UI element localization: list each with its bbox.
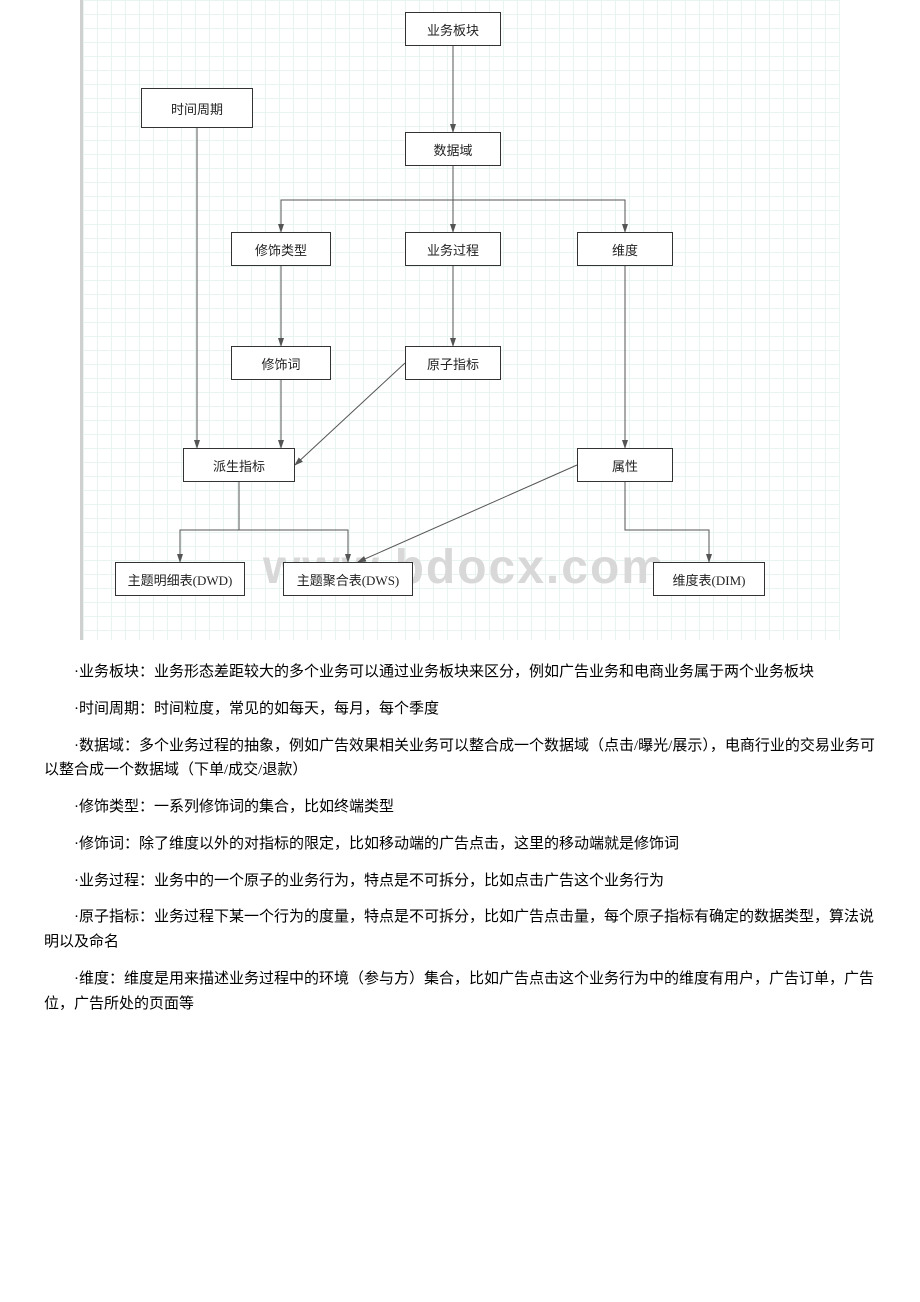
node-biz_process: 业务过程: [405, 232, 501, 266]
definition-item: ·原子指标：业务过程下某一个行为的度量，特点是不可拆分，比如广告点击量，每个原子…: [44, 905, 884, 955]
node-dws: 主题聚合表(DWS): [283, 562, 413, 596]
definition-item: ·维度：维度是用来描述业务过程中的环境（参与方）集合，比如广告点击这个业务行为中…: [44, 967, 884, 1017]
node-modifier: 修饰词: [231, 346, 331, 380]
node-dwd: 主题明细表(DWD): [115, 562, 245, 596]
definition-item: ·业务过程：业务中的一个原子的业务行为，特点是不可拆分，比如点击广告这个业务行为: [44, 869, 884, 894]
node-data_domain: 数据域: [405, 132, 501, 166]
node-dim: 维度表(DIM): [653, 562, 765, 596]
node-atomic: 原子指标: [405, 346, 501, 380]
node-biz_block: 业务板块: [405, 12, 501, 46]
definitions-section: ·业务板块：业务形态差距较大的多个业务可以通过业务板块来区分，例如广告业务和电商…: [20, 660, 900, 1016]
definition-item: ·数据域：多个业务过程的抽象，例如广告效果相关业务可以整合成一个数据域（点击/曝…: [44, 734, 884, 784]
node-time_period: 时间周期: [141, 88, 253, 128]
node-derived: 派生指标: [183, 448, 295, 482]
node-mod_type: 修饰类型: [231, 232, 331, 266]
definition-item: ·修饰类型：一系列修饰词的集合，比如终端类型: [44, 795, 884, 820]
definition-item: ·修饰词：除了维度以外的对指标的限定，比如移动端的广告点击，这里的移动端就是修饰…: [44, 832, 884, 857]
definition-item: ·时间周期：时间粒度，常见的如每天，每月，每个季度: [44, 697, 884, 722]
flowchart-diagram: www.bdocx.com 业务板块时间周期数据域修饰类型业务过程维度修饰词原子…: [80, 0, 840, 640]
node-dimension: 维度: [577, 232, 673, 266]
definition-item: ·业务板块：业务形态差距较大的多个业务可以通过业务板块来区分，例如广告业务和电商…: [44, 660, 884, 685]
node-attribute: 属性: [577, 448, 673, 482]
page: www.bdocx.com 业务板块时间周期数据域修饰类型业务过程维度修饰词原子…: [0, 0, 920, 1068]
